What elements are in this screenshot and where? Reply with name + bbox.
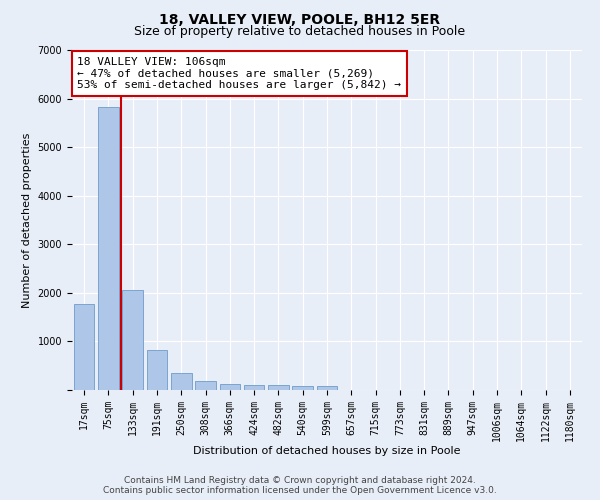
Bar xyxy=(244,384,265,390)
Bar xyxy=(268,385,289,390)
Text: 18, VALLEY VIEW, POOLE, BH12 5ER: 18, VALLEY VIEW, POOLE, BH12 5ER xyxy=(160,12,440,26)
Bar xyxy=(317,386,337,390)
Bar xyxy=(146,350,167,390)
Bar xyxy=(74,304,94,390)
Bar xyxy=(220,384,240,390)
Bar xyxy=(122,290,143,390)
Bar xyxy=(98,107,119,390)
Bar xyxy=(195,380,216,390)
Text: 18 VALLEY VIEW: 106sqm
← 47% of detached houses are smaller (5,269)
53% of semi-: 18 VALLEY VIEW: 106sqm ← 47% of detached… xyxy=(77,57,401,90)
Bar xyxy=(171,374,191,390)
Y-axis label: Number of detached properties: Number of detached properties xyxy=(22,132,32,308)
Bar xyxy=(292,386,313,390)
X-axis label: Distribution of detached houses by size in Poole: Distribution of detached houses by size … xyxy=(193,446,461,456)
Text: Size of property relative to detached houses in Poole: Size of property relative to detached ho… xyxy=(134,25,466,38)
Text: Contains HM Land Registry data © Crown copyright and database right 2024.
Contai: Contains HM Land Registry data © Crown c… xyxy=(103,476,497,495)
